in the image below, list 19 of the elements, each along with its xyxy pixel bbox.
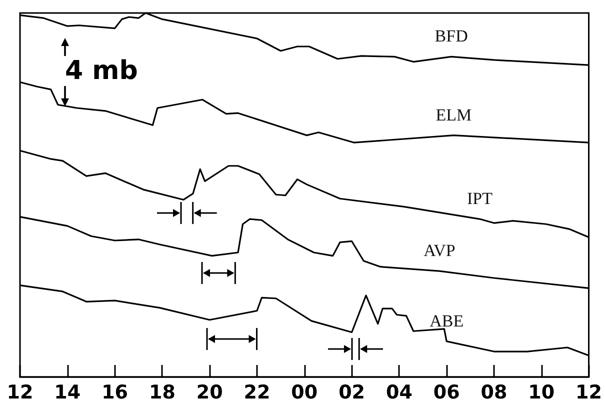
annotation: 4 mb [63,56,140,86]
x-tick-label: 12 [6,382,34,404]
series-label: ELM [436,105,472,124]
x-tick-label: 20 [196,382,223,404]
x-tick-label: 12 [576,382,602,404]
x-tick-label: 16 [102,382,128,404]
x-tick-label: 18 [148,382,176,404]
series-label: BFD [434,26,468,46]
x-tick-label: 04 [386,382,412,404]
x-tick-label: 22 [244,382,270,404]
x-tick-label: 00 [291,382,318,404]
x-tick-label: 08 [480,382,508,404]
series-label: AVP [424,241,456,260]
x-tick-label: 06 [433,382,460,404]
x-tick-label: 14 [54,382,81,404]
series-label: IPT [467,189,494,208]
x-tick-label: 10 [528,382,555,404]
series-label: ABE [430,311,464,330]
x-tick-label: 02 [338,382,366,404]
